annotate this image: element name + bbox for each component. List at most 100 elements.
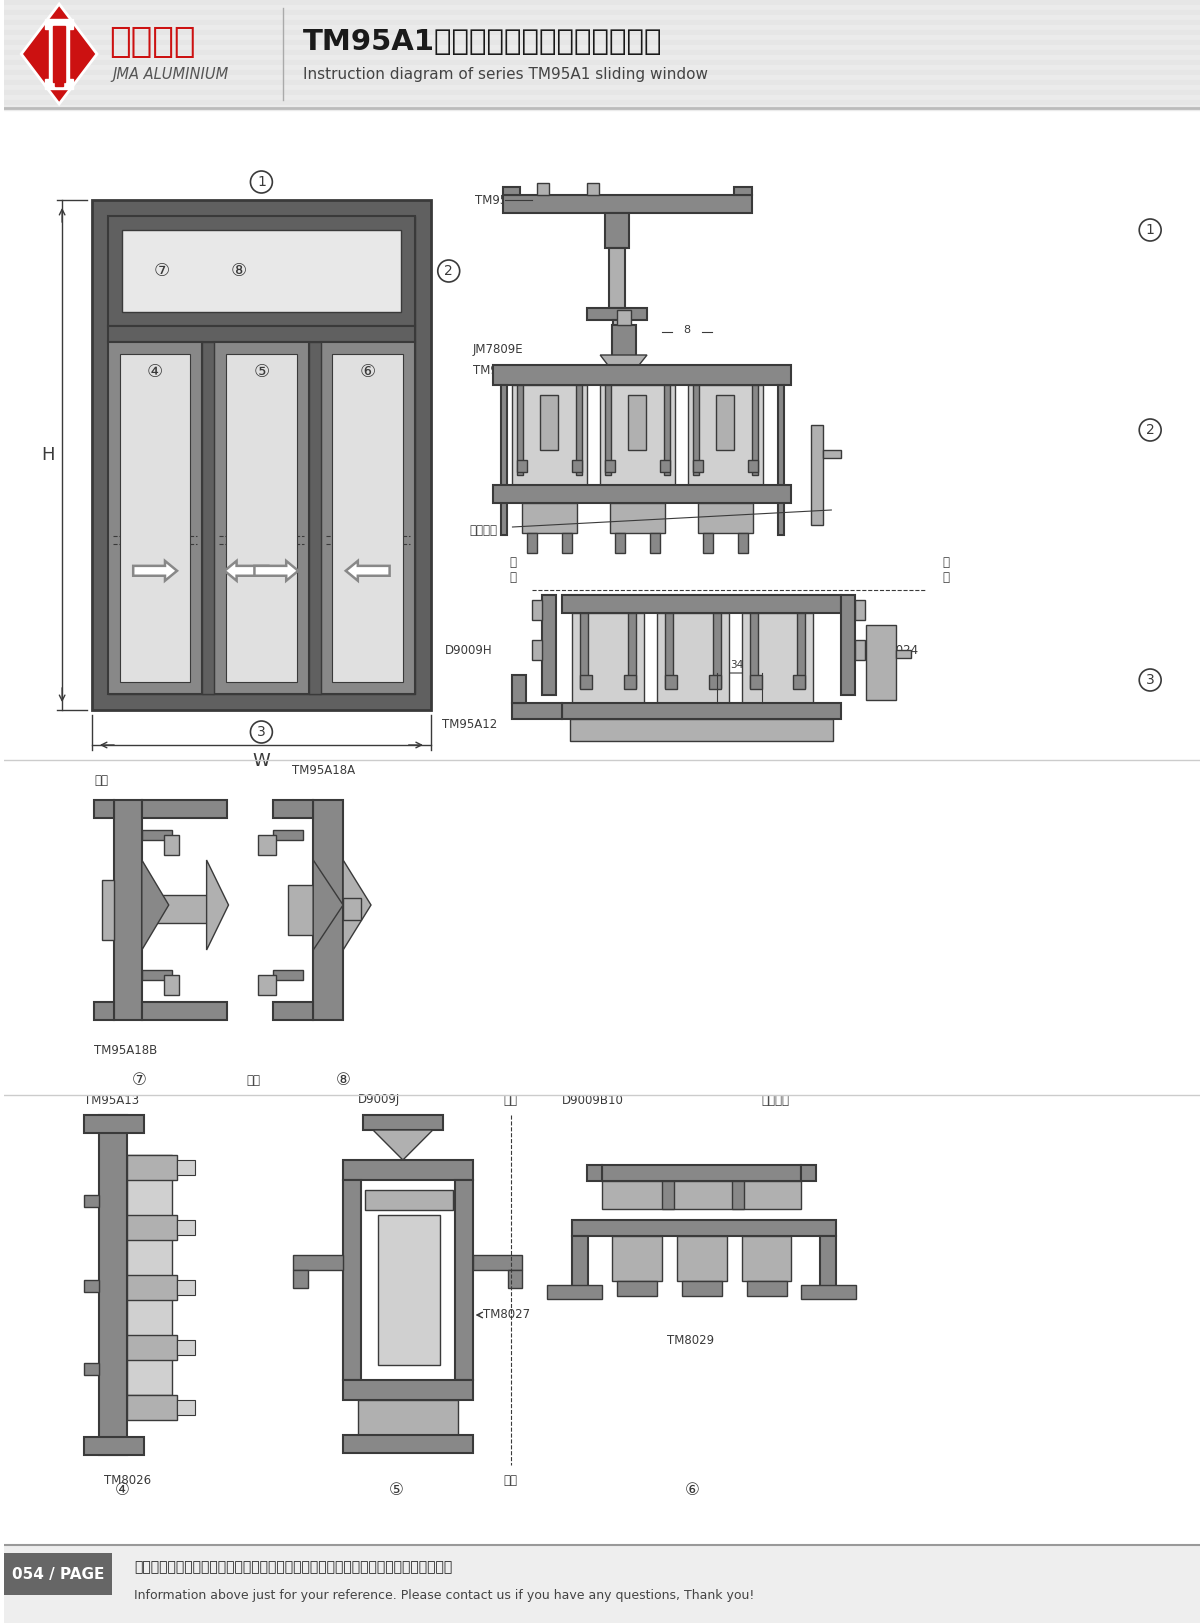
Text: TM8029: TM8029 [667,1334,714,1347]
Bar [605,459,616,472]
Bar [288,885,313,935]
Bar [692,385,698,476]
Bar [163,834,179,855]
Bar [664,385,670,476]
Text: 金钢纱网: 金钢纱网 [469,524,498,537]
Bar [746,1281,786,1297]
Bar [512,703,563,719]
Text: D9009H: D9009H [445,643,492,656]
Text: 室
内: 室 内 [509,557,516,584]
Text: ⑥: ⑥ [684,1482,700,1500]
Polygon shape [224,562,269,581]
Bar [751,385,757,476]
Bar [84,1281,98,1292]
Polygon shape [5,65,1200,70]
Bar [612,325,636,375]
Polygon shape [46,80,73,89]
Text: 2: 2 [444,265,454,278]
Text: TM95A18B: TM95A18B [94,1044,157,1057]
Bar [274,1001,313,1019]
Polygon shape [5,5,1200,10]
Bar [503,187,521,195]
Bar [748,459,757,472]
Text: Instruction diagram of series TM95A1 sliding window: Instruction diagram of series TM95A1 sli… [304,67,708,81]
Polygon shape [5,36,1200,41]
Bar [365,1190,452,1211]
Bar [572,459,582,472]
Bar [142,800,227,818]
Bar [114,800,142,1019]
Bar [528,532,538,553]
Bar [492,365,792,385]
Bar [473,1255,522,1271]
Bar [572,613,644,703]
Text: 8: 8 [683,325,690,334]
Bar [602,1182,802,1209]
Bar [492,485,792,503]
Bar [896,649,911,657]
Polygon shape [5,55,1200,60]
Text: ⑤: ⑤ [253,364,270,381]
Bar [308,342,320,695]
Text: W: W [252,751,270,769]
Bar [793,675,805,690]
Text: ⑧: ⑧ [230,261,246,281]
Text: ⑦: ⑦ [154,261,169,281]
Bar [215,342,308,695]
Bar [127,1216,176,1240]
Bar [665,675,677,690]
Bar [455,1180,473,1380]
Bar [343,1160,473,1180]
Polygon shape [254,562,299,581]
Bar [750,613,757,688]
Bar [624,675,636,690]
Text: 室外: 室外 [246,1073,260,1086]
Polygon shape [53,26,65,83]
Text: 1: 1 [257,175,266,188]
Bar [503,195,751,213]
Bar [533,639,542,661]
Text: 室内: 室内 [94,774,108,787]
Bar [665,613,673,688]
Bar [605,213,629,248]
Text: 34.5: 34.5 [730,661,754,670]
Bar [258,975,276,995]
Polygon shape [5,60,1200,65]
Bar [127,1276,176,1300]
Bar [163,975,179,995]
Bar [732,1182,744,1209]
Bar [176,1401,194,1415]
Bar [203,342,215,695]
Bar [522,503,577,532]
Bar [84,1115,144,1133]
Text: ⑤: ⑤ [389,1482,403,1500]
Bar [176,1160,194,1175]
Bar [127,1336,176,1360]
Polygon shape [5,45,1200,50]
Bar [742,1237,792,1281]
Text: Information above just for your reference. Please contact us if you have any que: Information above just for your referenc… [134,1589,755,1602]
Bar [798,613,805,688]
Text: ⑥: ⑥ [360,364,376,381]
Bar [320,342,415,695]
Text: TM8026: TM8026 [104,1474,151,1487]
Polygon shape [5,80,1200,84]
Bar [538,183,550,195]
Bar [176,1281,194,1295]
Polygon shape [5,70,1200,75]
Bar [610,503,665,532]
Bar [738,532,748,553]
Bar [378,1216,439,1365]
Polygon shape [5,29,1200,36]
Polygon shape [343,860,371,949]
Polygon shape [206,860,228,949]
Bar [94,1001,114,1019]
Bar [866,625,896,700]
Bar [572,1220,836,1237]
Polygon shape [600,355,647,385]
Bar [856,639,865,661]
Polygon shape [5,19,1200,24]
Polygon shape [5,15,1200,19]
Bar [258,834,276,855]
Text: JM7809E: JM7809E [473,344,523,357]
